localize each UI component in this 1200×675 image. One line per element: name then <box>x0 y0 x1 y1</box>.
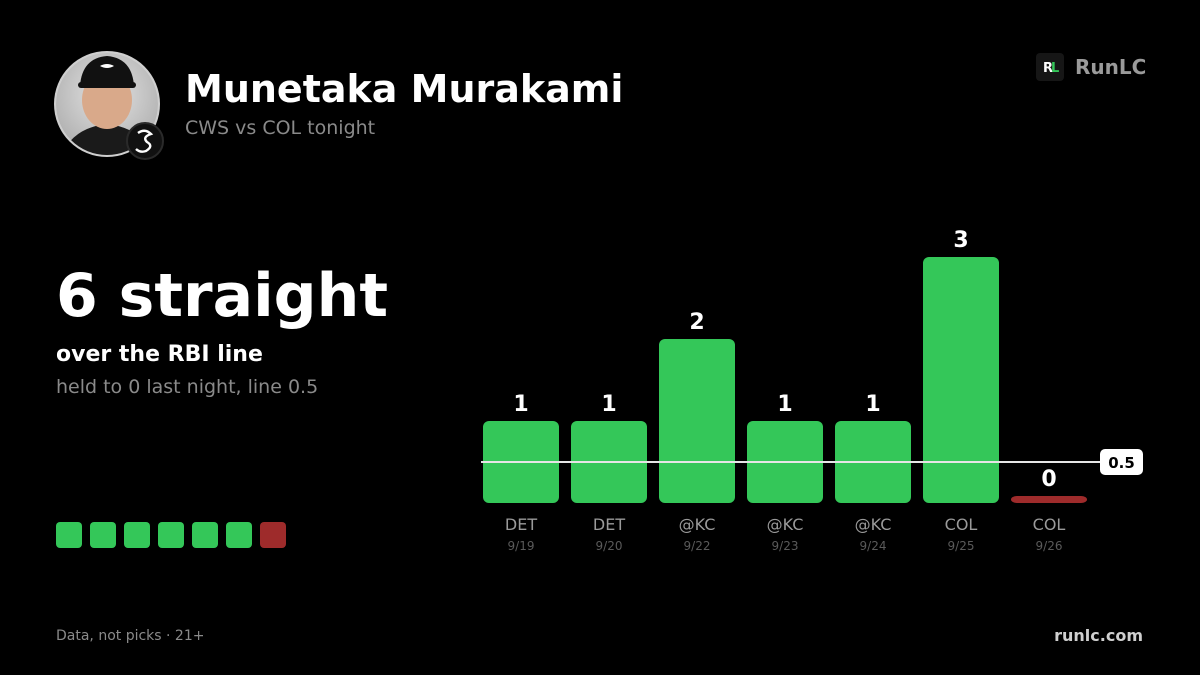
result-square <box>226 522 252 548</box>
value-label: 2 <box>689 310 704 335</box>
bar <box>659 339 735 503</box>
logo-l: L <box>1051 61 1059 76</box>
result-squares <box>56 522 286 548</box>
value-label: 0 <box>1041 467 1056 492</box>
x-tick-label: @KC <box>679 515 716 534</box>
value-label: 3 <box>953 228 968 253</box>
x-tick-label: COL <box>945 515 978 534</box>
result-square <box>158 522 184 548</box>
result-square <box>90 522 116 548</box>
x-date-label: 9/19 <box>508 539 535 553</box>
brand-logo: R L RunLC <box>1036 53 1146 81</box>
value-label: 1 <box>513 392 528 417</box>
x-date-label: 9/25 <box>948 539 975 553</box>
logo-r: R <box>1043 61 1053 76</box>
bar <box>1011 496 1087 503</box>
logo-box <box>1036 53 1064 81</box>
result-square <box>124 522 150 548</box>
matchup: CWS vs COL tonight <box>185 117 375 139</box>
x-date-label: 9/20 <box>596 539 623 553</box>
x-date-label: 9/23 <box>772 539 799 553</box>
value-label: 1 <box>601 392 616 417</box>
player-name: Munetaka Murakami <box>185 67 623 111</box>
brand-name: RunLC <box>1075 55 1146 79</box>
streak-headline: 6 straight <box>56 261 388 331</box>
x-date-label: 9/22 <box>684 539 711 553</box>
site-url: runlc.com <box>1054 626 1143 645</box>
streak-subtitle: over the RBI line <box>56 342 263 367</box>
x-date-label: 9/26 <box>1036 539 1063 553</box>
x-date-label: 9/24 <box>860 539 887 553</box>
value-label: 1 <box>777 392 792 417</box>
avatar <box>54 51 164 160</box>
threshold-badge <box>1100 449 1143 475</box>
x-tick-label: DET <box>505 515 537 534</box>
bar-chart: 0.5 1 DET 9/19 1 DET 9/20 2 @KC 9/22 1 @KC 9/23 1 @KC 9… <box>481 228 1143 553</box>
disclaimer: Data, not picks · 21+ <box>56 628 204 644</box>
result-square <box>56 522 82 548</box>
x-tick-label: DET <box>593 515 625 534</box>
result-square <box>260 522 286 548</box>
x-tick-label: @KC <box>767 515 804 534</box>
threshold-label: 0.5 <box>1108 454 1135 472</box>
result-square <box>192 522 218 548</box>
x-tick-label: @KC <box>855 515 892 534</box>
x-tick-label: COL <box>1033 515 1066 534</box>
streak-note: held to 0 last night, line 0.5 <box>56 376 318 398</box>
value-label: 1 <box>865 392 880 417</box>
bar <box>923 257 999 503</box>
